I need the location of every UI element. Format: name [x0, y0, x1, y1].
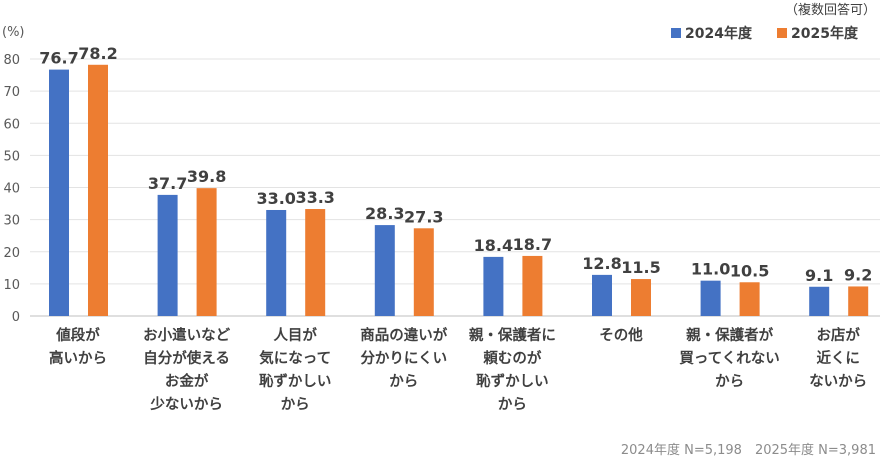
- y-tick-label: 80: [3, 53, 20, 68]
- category-label: 恥ずかしい: [476, 372, 549, 390]
- y-tick-label: 60: [3, 117, 20, 132]
- legend-label: 2025年度: [791, 25, 859, 42]
- y-tick-label: 10: [3, 278, 20, 293]
- data-label: 27.3: [404, 207, 443, 226]
- category-label: 気になって: [259, 349, 331, 367]
- bar: [49, 69, 69, 316]
- category-label: 商品の違いが: [360, 326, 447, 344]
- data-label: 28.3: [365, 204, 404, 223]
- bar: [305, 209, 326, 316]
- bar: [700, 280, 721, 316]
- category-label: 自分が使える: [143, 349, 230, 367]
- y-tick-label: 70: [3, 85, 20, 100]
- data-label: 9.1: [805, 266, 833, 285]
- bar: [88, 64, 108, 316]
- category-label: ないから: [809, 373, 867, 390]
- note-label: （複数回答可）: [785, 2, 876, 18]
- category-label: から: [389, 373, 418, 390]
- bar: [522, 255, 543, 316]
- data-label: 33.0: [256, 189, 295, 208]
- legend-swatch: [777, 28, 787, 38]
- category-label: お店が: [816, 326, 860, 344]
- data-label: 76.7: [39, 49, 78, 68]
- category-label: お金が: [165, 372, 209, 390]
- category-label: から: [498, 396, 527, 413]
- data-label: 18.4: [474, 236, 513, 255]
- category-label: 頼むのが: [483, 349, 541, 367]
- data-label: 10.5: [730, 261, 769, 280]
- bar: [739, 282, 760, 316]
- y-tick-label: 0: [12, 310, 20, 325]
- data-label: 11.5: [621, 258, 660, 277]
- y-tick-label: 40: [3, 182, 20, 197]
- data-label: 39.8: [187, 167, 226, 186]
- footnote: 2024年度 N=5,198 2025年度 N=3,981: [621, 442, 876, 458]
- bar: [374, 225, 395, 316]
- category-label: 恥ずかしい: [259, 372, 332, 390]
- category-label: 親・保護者が: [686, 326, 773, 344]
- legend-swatch: [671, 28, 681, 38]
- y-tick-label: 50: [3, 149, 20, 164]
- y-tick-label: 30: [3, 214, 20, 229]
- category-label: 高いから: [49, 349, 107, 367]
- data-label: 78.2: [78, 44, 117, 63]
- category-label: お小遣いなど: [143, 326, 230, 344]
- category-label: 少ないから: [149, 396, 223, 413]
- bar: [196, 188, 217, 316]
- bar: [592, 274, 612, 316]
- bar: [157, 194, 178, 316]
- y-tick-label: 20: [3, 246, 20, 261]
- category-label: から: [715, 373, 744, 390]
- y-unit-label: (%): [2, 25, 25, 40]
- data-label: 37.7: [148, 174, 187, 193]
- data-label: 9.2: [844, 265, 872, 284]
- bar: [483, 256, 504, 316]
- data-label: 33.3: [295, 188, 334, 207]
- bar: [266, 209, 287, 316]
- category-label: 値段が: [55, 326, 100, 344]
- data-label: 12.8: [582, 254, 621, 273]
- bar: [809, 286, 830, 316]
- category-label: 親・保護者に: [469, 326, 556, 344]
- category-label: 近くに: [816, 349, 860, 367]
- legend-label: 2024年度: [685, 25, 753, 42]
- bar: [413, 228, 434, 316]
- category-label: から: [281, 396, 310, 413]
- category-label: 分かりにくい: [360, 350, 447, 367]
- category-label: 人目が: [273, 326, 317, 344]
- category-label: 買ってくれない: [679, 350, 779, 367]
- bar: [631, 279, 651, 316]
- data-label: 18.7: [513, 235, 552, 254]
- bar: [848, 286, 869, 316]
- category-label: その他: [599, 326, 643, 344]
- data-label: 11.0: [691, 260, 730, 279]
